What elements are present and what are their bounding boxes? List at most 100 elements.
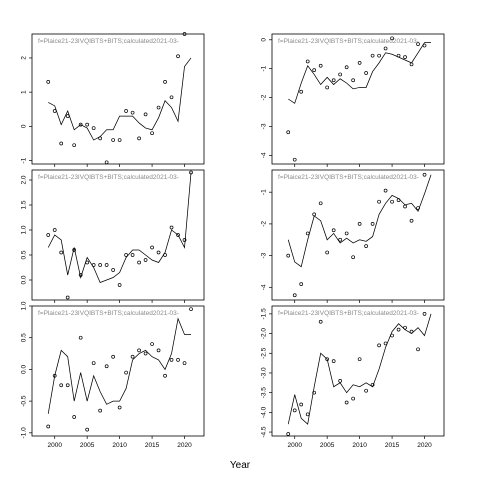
y-tick-label: 0.5	[21, 250, 28, 259]
observed-point	[156, 250, 161, 255]
observed-point	[117, 283, 122, 287]
observed-point	[292, 293, 297, 298]
observed-point	[331, 228, 336, 233]
fitted-series-line	[288, 42, 432, 104]
observed-point	[383, 188, 388, 193]
observed-point	[98, 136, 103, 141]
chart-panel-2: f=Plaice21-23IVQIBTS+BITS;calculated2021…	[261, 33, 445, 167]
observed-point	[182, 361, 187, 365]
observed-point	[176, 358, 180, 362]
observed-point	[312, 390, 317, 395]
y-tick-label: -1	[261, 189, 268, 195]
observed-point	[124, 253, 128, 257]
observed-point	[137, 136, 141, 141]
x-tick-label: 2000	[47, 442, 62, 449]
y-tick-label: -3	[261, 123, 268, 129]
observed-point	[98, 263, 103, 267]
observed-point	[182, 32, 187, 36]
x-tick-label: 2005	[80, 442, 95, 449]
observed-point	[85, 260, 90, 265]
observed-point	[318, 319, 323, 324]
observed-point	[65, 383, 70, 388]
observed-point	[104, 160, 109, 165]
fitted-series-line	[47, 317, 192, 414]
observed-point	[111, 268, 115, 272]
observed-point	[46, 80, 51, 84]
observed-point	[130, 110, 135, 115]
observed-point	[344, 231, 349, 236]
observed-point	[364, 71, 368, 75]
observed-point	[124, 109, 128, 113]
panel-label: f=Plaice21-23IVQIBTS+BITS;calculated2021…	[38, 38, 179, 45]
observed-point	[176, 233, 180, 237]
observed-point	[189, 170, 193, 175]
x-tick-label: 2020	[417, 442, 432, 449]
observed-point	[65, 295, 70, 300]
x-tick-label: 2020	[177, 442, 192, 449]
observed-point	[338, 72, 343, 77]
fitted-series-line	[287, 313, 432, 425]
observed-point	[137, 260, 141, 265]
observed-point	[163, 253, 167, 257]
y-tick-label: 0.0	[21, 275, 28, 284]
y-tick-label: -4.5	[261, 426, 268, 438]
observed-point	[331, 359, 336, 364]
observed-point	[169, 225, 174, 230]
observed-point	[59, 141, 64, 146]
observed-point	[189, 307, 193, 312]
y-tick-label: -1.5	[261, 308, 268, 320]
y-tick-label: -1	[261, 65, 268, 71]
chart-panel-4: f=Plaice21-23IVQIBTS+BITS;calculated2021…	[261, 169, 445, 303]
observed-point	[286, 130, 291, 135]
observed-point	[325, 250, 330, 255]
observed-point	[422, 43, 427, 48]
observed-point	[383, 341, 388, 346]
observed-point	[163, 373, 167, 378]
y-tick-label: -0.5	[21, 395, 28, 407]
observed-point	[364, 244, 368, 248]
x-tick-label: 2010	[112, 442, 127, 449]
observed-point	[416, 206, 420, 210]
observed-point	[325, 85, 330, 90]
panel-frame	[271, 169, 445, 301]
observed-point	[318, 63, 323, 68]
observed-point	[351, 255, 355, 260]
observed-point	[98, 408, 103, 413]
x-tick-label: 2015	[385, 442, 400, 449]
observed-point	[286, 432, 291, 436]
observed-point	[52, 109, 57, 113]
y-tick-label: 1.0	[21, 225, 28, 234]
observed-point	[409, 62, 414, 67]
observed-point	[104, 364, 109, 369]
chart-panel-6: f=Plaice21-23IVQIBTS+BITS;calculated2021…	[261, 305, 445, 449]
y-tick-label: -4.0	[261, 406, 268, 418]
y-tick-label: 1.5	[21, 200, 28, 209]
y-tick-label: -1	[21, 157, 28, 163]
panel-frame	[271, 33, 445, 165]
observed-point	[91, 126, 96, 130]
observed-point	[130, 253, 135, 257]
y-tick-label: -3	[261, 252, 268, 258]
panel-label: f=Plaice21-23IVQIBTS+BITS;calculated2021…	[38, 310, 179, 317]
y-tick-label: 0	[261, 38, 268, 42]
observed-point	[72, 143, 77, 148]
x-tick-label: 2015	[145, 442, 160, 449]
observed-point	[91, 361, 96, 365]
observed-point	[312, 212, 317, 217]
observed-point	[344, 400, 349, 405]
observed-point	[292, 408, 297, 413]
chart-panel-1: f=Plaice21-23IVQIBTS+BITS;calculated2021…	[21, 32, 205, 167]
observed-point	[305, 412, 310, 417]
y-tick-label: -2	[261, 94, 268, 100]
observed-point	[344, 65, 349, 70]
observed-point	[331, 78, 336, 83]
observed-point	[286, 253, 291, 258]
observed-point	[176, 54, 180, 59]
observed-point	[312, 68, 317, 72]
observed-point	[143, 112, 148, 117]
observed-point	[338, 237, 343, 242]
panel-label: f=Plaice21-23IVQIBTS+BITS;calculated2021…	[278, 174, 419, 181]
observed-point	[59, 250, 64, 255]
observed-point	[59, 383, 64, 388]
observed-point	[299, 402, 304, 407]
